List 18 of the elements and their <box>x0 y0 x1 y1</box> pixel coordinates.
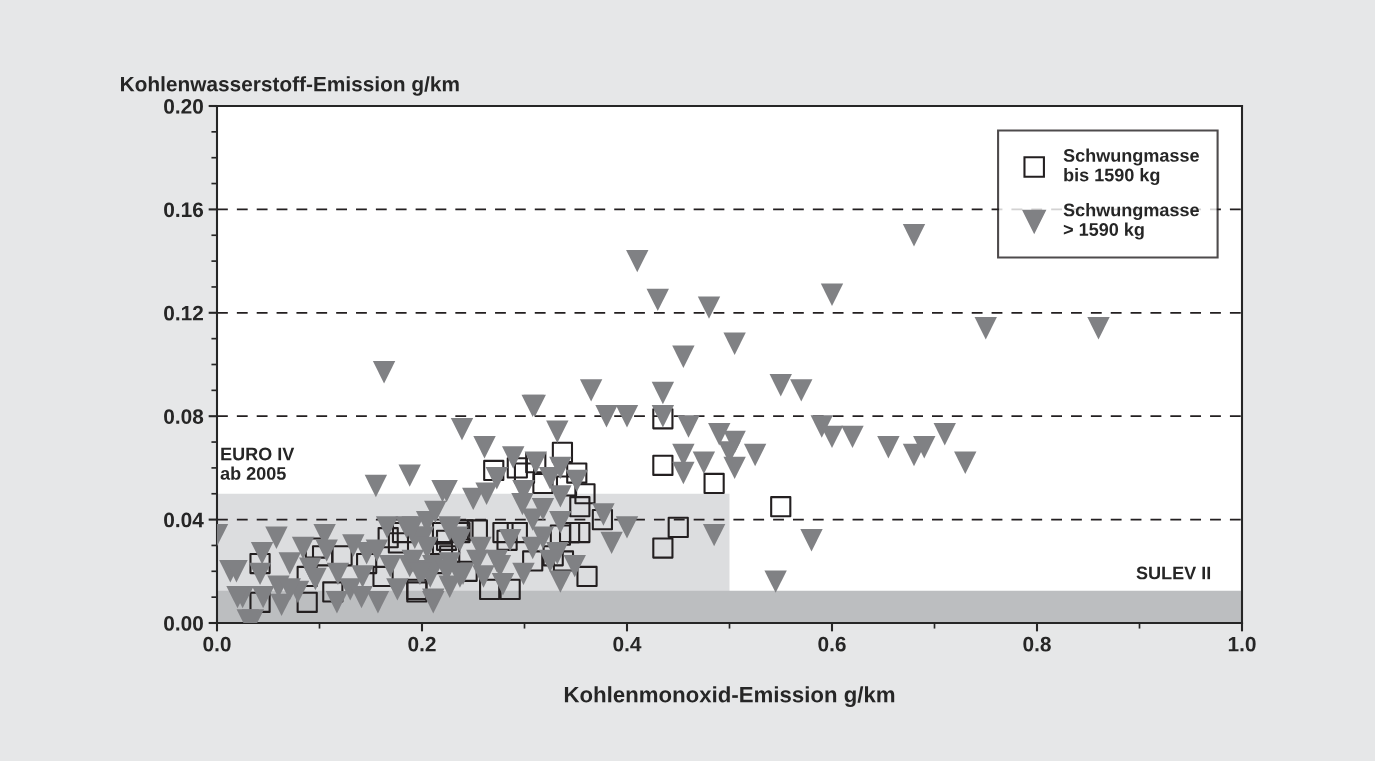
legend-label: Schwungmasse > 1590 kg <box>1063 203 1199 240</box>
y-tick-label: 0.00 <box>164 616 203 631</box>
x-tick-label: 0.0 <box>203 636 231 652</box>
x-tick-label: 0.8 <box>1023 636 1051 652</box>
band-label: SULEV II <box>1136 566 1211 580</box>
x-tick-label: 0.6 <box>818 636 846 652</box>
y-tick-label: 0.20 <box>164 99 203 114</box>
annotation: EURO IV ab 2005 <box>220 447 295 480</box>
x-tick-label: 0.4 <box>613 636 642 652</box>
x-tick-label: 1.0 <box>1228 636 1256 652</box>
x-tick-label: 0.2 <box>408 636 436 652</box>
y-tick-label: 0.08 <box>164 409 204 424</box>
y-tick-label: 0.04 <box>164 512 204 528</box>
y-axis-title: Kohlenwasserstoff-Emission g/km <box>121 76 459 96</box>
y-tick-label: 0.16 <box>164 202 204 218</box>
y-tick-label: 0.12 <box>164 305 203 321</box>
legend-label: Schwungmasse bis 1590 kg <box>1063 148 1199 186</box>
x-axis-title: Kohlenmonoxid-Emission g/km <box>564 686 895 707</box>
